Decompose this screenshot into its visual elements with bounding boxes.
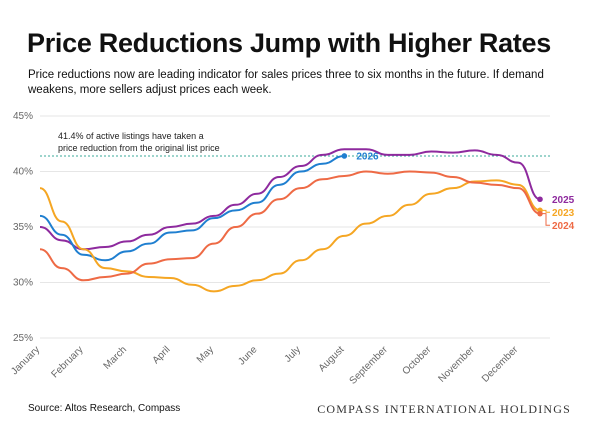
x-tick-label: September [348, 344, 391, 387]
source: Source: Altos Research, Compass [28, 403, 181, 414]
x-tick-label: October [400, 344, 433, 377]
x-tick-label: February [50, 344, 86, 380]
x-tick-label: November [436, 344, 477, 385]
end-dot [537, 210, 543, 217]
end-dot [341, 153, 348, 159]
x-tick-label: May [195, 344, 216, 365]
x-tick-label: August [317, 344, 347, 374]
legend-label: 2026 [356, 151, 379, 162]
legend-label: 2024 [552, 221, 575, 232]
chart-subtitle: Price reductions now are leading indicat… [28, 69, 544, 96]
y-tick-label: 35% [13, 222, 33, 233]
y-tick-label: 40% [13, 167, 33, 178]
x-tick-label: January [9, 344, 42, 377]
end-dot [537, 196, 543, 203]
series-line [39, 154, 345, 262]
series-line [39, 179, 541, 293]
annotation: 41.4% of active listings have taken a [58, 131, 204, 141]
series-line [39, 148, 541, 251]
x-tick-label: December [480, 344, 521, 385]
x-tick-label: July [283, 344, 303, 364]
y-tick-label: 45% [13, 111, 33, 122]
x-tick-label: March [102, 344, 129, 371]
chart-title: Price Reductions Jump with Higher Rates [27, 28, 551, 58]
series-line [39, 170, 541, 282]
x-tick-label: June [236, 344, 259, 367]
leader-line [542, 213, 550, 226]
legend-label: 2025 [552, 195, 575, 206]
legend-label: 2023 [552, 208, 575, 219]
leader-line [542, 209, 550, 213]
y-tick-label: 25% [13, 333, 33, 344]
y-tick-label: 30% [13, 278, 33, 289]
brand: COMPASS INTERNATIONAL HOLDINGS [317, 402, 571, 416]
x-tick-label: April [151, 344, 173, 366]
annotation: price reduction from the original list p… [58, 143, 220, 153]
